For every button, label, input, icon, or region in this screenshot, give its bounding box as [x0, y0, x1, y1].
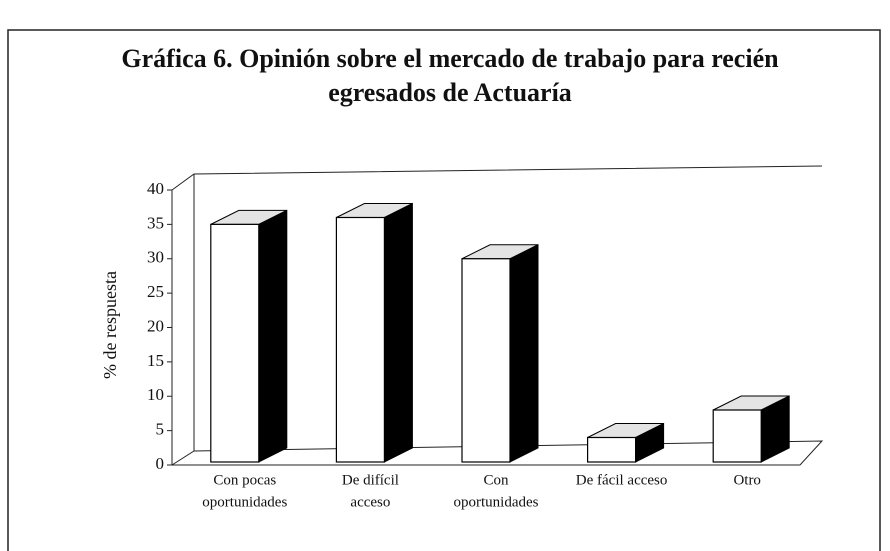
- chart-title: Gráfica 6. Opinión sobre el mercado de t…: [121, 44, 779, 107]
- bar-front: [712, 409, 762, 463]
- y-tick-label: 0: [156, 454, 165, 473]
- x-tick-label: oportunidades: [202, 494, 287, 510]
- y-tick-label: 10: [147, 385, 164, 404]
- x-tick-label: Con: [483, 472, 509, 488]
- y-axis-label: % de respuesta: [100, 271, 120, 379]
- y-tick-label: 30: [147, 248, 164, 267]
- bar-front: [335, 216, 385, 463]
- x-tick-label: acceso: [350, 494, 390, 510]
- bar: [335, 202, 413, 463]
- bar: [586, 422, 665, 463]
- back-wall: [171, 165, 823, 191]
- bar-front: [210, 223, 260, 463]
- x-tick-label: Otro: [733, 472, 761, 488]
- bar-side: [258, 209, 288, 463]
- bar: [461, 243, 539, 463]
- frame: [7, 29, 881, 551]
- x-tick-label: De fácil acceso: [576, 472, 668, 488]
- floor: [170, 440, 824, 466]
- bar-front: [586, 436, 637, 463]
- y-tick-label: 40: [147, 179, 164, 198]
- bar-side: [383, 202, 413, 463]
- y-tick-label: 15: [147, 351, 164, 370]
- x-tick-label: oportunidades: [454, 494, 539, 510]
- y-tick-label: 20: [147, 316, 164, 335]
- bar: [712, 395, 790, 463]
- y-tick-label: 5: [156, 420, 165, 439]
- x-tick-label: Con pocas: [213, 472, 276, 488]
- x-tick-label: De difícil: [342, 472, 399, 488]
- bar: [210, 209, 288, 463]
- y-tick-label: 35: [147, 213, 164, 232]
- bar-side: [509, 243, 539, 463]
- bar-front: [461, 258, 511, 463]
- y-tick-label: 25: [147, 282, 164, 301]
